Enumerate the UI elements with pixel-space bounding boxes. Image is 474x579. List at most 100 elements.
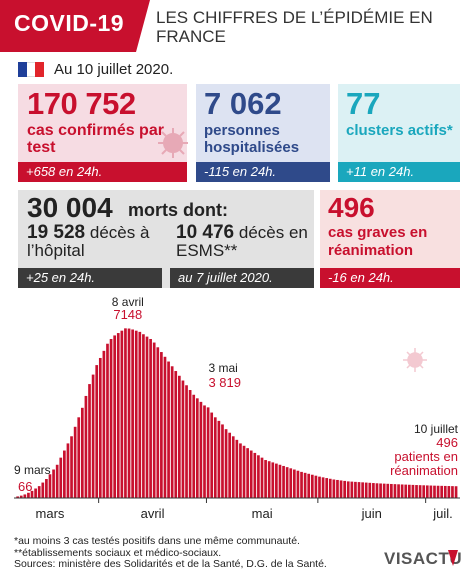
- bar: [278, 464, 282, 498]
- clusters-label: clusters actifs*: [346, 122, 453, 139]
- france-flag-icon: [18, 61, 45, 77]
- bar: [27, 492, 30, 498]
- esms-deaths-date: au 7 juillet 2020.: [170, 268, 314, 288]
- bar: [451, 486, 454, 498]
- bar: [346, 481, 350, 498]
- bar: [91, 374, 95, 498]
- bar: [160, 352, 163, 498]
- deaths-value: 30 004: [27, 192, 113, 223]
- bar: [70, 436, 73, 498]
- annotation-text: patients en: [394, 449, 458, 464]
- bar: [400, 484, 404, 498]
- annotation-date: 3 mai: [208, 361, 237, 375]
- bar: [224, 429, 228, 498]
- bar: [440, 485, 444, 498]
- bar: [433, 485, 436, 498]
- bar: [310, 474, 314, 498]
- bar: [422, 485, 426, 498]
- hospital-deaths-value: 19 528: [27, 222, 86, 243]
- bar: [113, 335, 117, 498]
- bar: [145, 336, 149, 498]
- footnote-esms: **établissements sociaux et médico-socia…: [14, 546, 222, 559]
- bar: [41, 482, 45, 498]
- bar: [343, 480, 346, 498]
- bar: [364, 482, 368, 498]
- bar: [98, 357, 102, 498]
- bar: [52, 469, 55, 498]
- annotation-value: 66: [18, 479, 32, 494]
- bar: [260, 457, 264, 498]
- bar: [253, 452, 257, 498]
- bar: [203, 405, 206, 498]
- bar: [361, 482, 364, 498]
- bar: [210, 412, 214, 498]
- bar: [138, 331, 142, 498]
- severe-cases-card: 496 cas graves en réanimation -16 en 24h…: [320, 190, 460, 288]
- bar: [328, 478, 332, 498]
- bar: [242, 445, 246, 498]
- annotation-value: 3 819: [208, 375, 241, 390]
- bar: [390, 483, 393, 498]
- bar: [382, 483, 386, 498]
- bar: [429, 485, 433, 498]
- bar: [174, 371, 178, 498]
- annotation-value: 7148: [113, 307, 142, 322]
- bar: [271, 462, 275, 498]
- bar: [257, 455, 260, 498]
- bar: [88, 384, 91, 498]
- bar: [321, 477, 325, 498]
- bar: [372, 483, 375, 498]
- bar: [217, 420, 221, 498]
- covid-badge: COVID-19: [0, 0, 150, 52]
- footnotes: *au moins 3 cas testés positifs dans une…: [14, 535, 374, 571]
- date-line: Au 10 juillet 2020.: [18, 60, 173, 78]
- hospitalized-card: 7 062 personnes hospitalisées -115 en 24…: [196, 84, 330, 182]
- footnote-clusters: *au moins 3 cas testés positifs dans une…: [14, 535, 300, 547]
- chart-bars: [16, 328, 458, 498]
- bar: [45, 479, 48, 498]
- bar: [285, 467, 289, 498]
- page-title: LES CHIFFRES DE L’ÉPIDÉMIE EN FRANCE: [156, 8, 433, 46]
- annotation-date: 8 avril: [112, 295, 144, 309]
- logo-mark-icon: [448, 550, 458, 566]
- bar: [84, 395, 88, 498]
- bar: [404, 484, 408, 498]
- deaths-card: 30 004 morts dont: 19 528 décès à l’hôpi…: [18, 190, 314, 288]
- deaths-label: morts dont:: [128, 200, 228, 220]
- bar: [59, 457, 63, 498]
- bar: [195, 398, 199, 498]
- bar: [156, 347, 160, 498]
- bar: [368, 482, 372, 498]
- bar: [425, 485, 429, 498]
- confirmed-label: cas confirmés par test: [27, 122, 164, 156]
- bar: [296, 470, 300, 498]
- x-tick-label: mars: [36, 506, 65, 521]
- bar: [231, 436, 235, 498]
- bar: [436, 485, 440, 498]
- bar: [235, 439, 239, 498]
- bar: [206, 407, 210, 498]
- clusters-card: 77 clusters actifs* +11 en 24h.: [338, 84, 460, 182]
- x-ticks: mars avril mai juin juil.: [36, 498, 453, 521]
- bar: [379, 483, 382, 498]
- severe-label: cas graves en réanimation: [328, 224, 428, 259]
- bar: [454, 486, 458, 498]
- bar: [181, 380, 185, 498]
- confirmed-delta: +658 en 24h.: [18, 162, 187, 182]
- annotation-date: 9 mars: [14, 463, 51, 477]
- bar: [77, 417, 81, 498]
- x-tick-label: juin: [361, 506, 382, 521]
- bar: [30, 490, 34, 498]
- virus-icon: [158, 128, 188, 158]
- bar: [318, 476, 321, 498]
- bar: [289, 468, 293, 498]
- hospitalized-delta: -115 en 24h.: [196, 162, 330, 182]
- bar: [249, 450, 253, 498]
- bar: [267, 461, 271, 498]
- bar: [411, 484, 415, 498]
- bar: [23, 494, 27, 498]
- bar: [221, 424, 224, 498]
- bar: [447, 486, 451, 498]
- covid-badge-label: COVID-19: [14, 10, 125, 36]
